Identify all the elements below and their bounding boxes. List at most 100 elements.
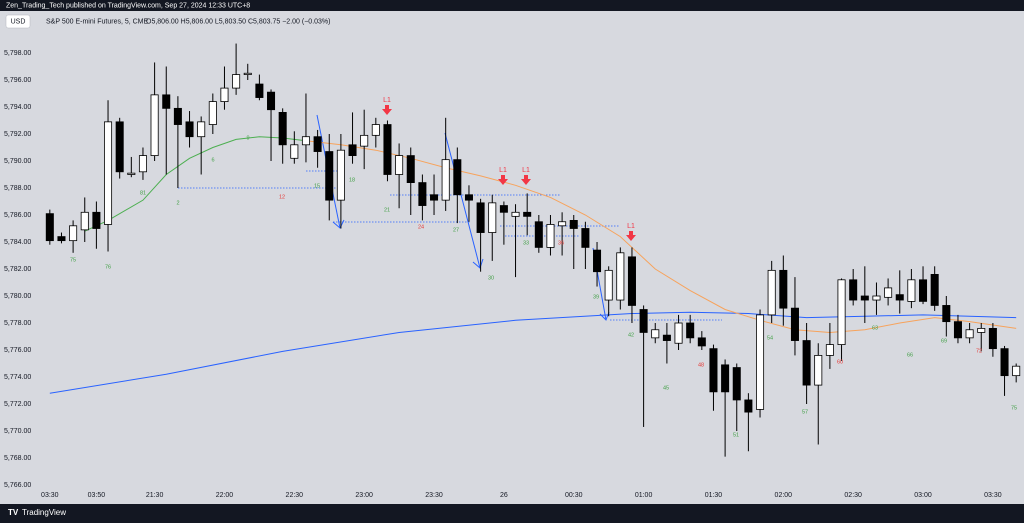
candle-body (383, 124, 392, 175)
candle-body (325, 151, 334, 201)
candle-body (267, 91, 276, 111)
candle-body (593, 249, 602, 273)
currency[interactable]: USD (11, 18, 26, 25)
y-tick-label: 5,788.00 (4, 185, 31, 192)
candle-body (208, 101, 217, 125)
y-tick-label: 5,790.00 (4, 158, 31, 165)
candle-body (790, 307, 799, 341)
y-tick-label: 5,782.00 (4, 266, 31, 273)
y-tick-label: 5,798.00 (4, 50, 31, 57)
candle-body (104, 121, 113, 225)
count-label: 72 (976, 348, 982, 354)
count-label: 2 (176, 200, 179, 206)
x-tick-label: 22:00 (216, 492, 234, 499)
candle-body (534, 221, 543, 248)
y-tick-label: 5,766.00 (4, 482, 31, 489)
candle-body (418, 182, 427, 206)
candle-body (278, 112, 287, 146)
count-label: 24 (418, 224, 424, 230)
candle-body (197, 121, 206, 138)
signal-arrow (626, 231, 636, 241)
moving-average (49, 311, 1017, 394)
y-tick-label: 5,774.00 (4, 374, 31, 381)
candle-body (138, 155, 147, 173)
symbol: S&P 500 E-mini Futures, 5, CME (46, 18, 149, 25)
count-label: 6 (211, 157, 214, 163)
candle-body (604, 269, 613, 301)
x-tick-label: 02:00 (775, 492, 793, 499)
x-tick-label: 01:30 (705, 492, 723, 499)
candle-body (80, 211, 89, 231)
count-label: 36 (558, 240, 564, 246)
candle-body (662, 334, 671, 341)
candle-body (69, 225, 78, 242)
count-label: 51 (733, 432, 739, 438)
candle-body (569, 219, 578, 229)
plot (45, 43, 1021, 457)
count-label: 66 (907, 352, 913, 358)
candle-body (721, 364, 730, 393)
x-tick-label: 23:30 (425, 492, 443, 499)
candle-body (232, 74, 241, 89)
candle-body (1012, 365, 1021, 377)
footer-brand: TradingView (22, 508, 66, 517)
x-tick-label: 02:30 (844, 492, 862, 499)
candle-body (57, 236, 66, 242)
candle-body (348, 144, 357, 157)
count-label: 54 (767, 335, 773, 341)
candle-body (162, 94, 171, 109)
publisher: Zen_Trading_Tech published on TradingVie… (6, 2, 250, 9)
signal-label: L1 (522, 167, 530, 174)
candle-body (872, 295, 881, 301)
count-label: 75 (70, 257, 76, 263)
candle-body (313, 136, 322, 152)
candle-body (884, 287, 893, 298)
x-tick-label: 22:30 (286, 492, 304, 499)
candle-body (488, 202, 497, 233)
candle-body (511, 211, 520, 217)
candle-body (709, 348, 718, 393)
count-label: 63 (872, 325, 878, 331)
candle-body (523, 211, 532, 217)
candle-body (395, 155, 404, 175)
candle-body (546, 224, 555, 248)
candle-body (942, 305, 951, 323)
candle-body (430, 194, 439, 201)
count-label: 48 (698, 362, 704, 368)
candle-body (977, 327, 986, 333)
x-tick-label: 00:30 (565, 492, 583, 499)
candle-body (674, 322, 683, 344)
candle-body (930, 273, 939, 306)
moving-average (305, 140, 1017, 333)
candle-body (825, 344, 834, 356)
candle-body (185, 121, 194, 138)
x-tick-label: 03:00 (914, 492, 932, 499)
count-label: 60 (837, 359, 843, 365)
count-label: 21 (384, 207, 390, 213)
signal-arrow (521, 175, 531, 185)
currency-button[interactable] (5, 14, 31, 29)
candle-body (220, 87, 229, 102)
count-label: 12 (279, 194, 285, 200)
candle-body (802, 340, 811, 386)
x-tick-label: 03:30 (41, 492, 59, 499)
candle-body (499, 205, 508, 213)
candle-body (627, 256, 636, 306)
candle-body (616, 252, 625, 301)
y-tick-label: 5,792.00 (4, 131, 31, 138)
candle-body (744, 399, 753, 413)
candle-body (464, 194, 473, 201)
candle-body (965, 329, 974, 339)
signal-arrow (498, 175, 508, 185)
logo: TV (8, 508, 19, 517)
signal-label: L1 (627, 223, 635, 230)
y-tick-label: 5,772.00 (4, 401, 31, 408)
x-tick-label: 03:50 (88, 492, 106, 499)
candle-body (558, 221, 567, 227)
signal-arrow (382, 105, 392, 115)
candle-body (651, 329, 660, 339)
count-label: 75 (1011, 405, 1017, 411)
quote: O5,806.00 H5,806.00 L5,803.50 C5,803.75 … (146, 18, 330, 25)
candle-body (371, 124, 380, 136)
